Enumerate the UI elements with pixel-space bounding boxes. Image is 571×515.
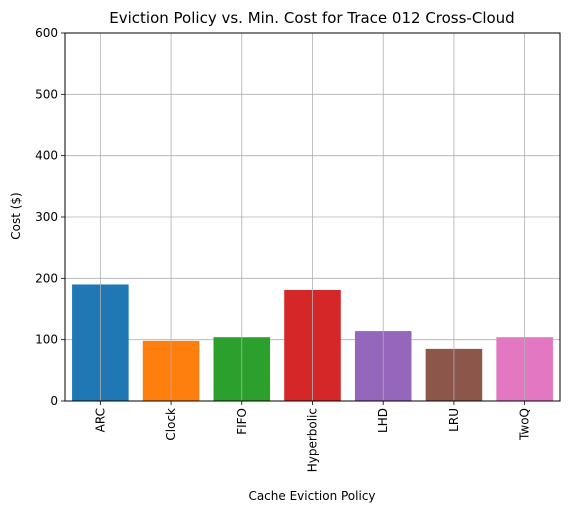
x-tick-label: TwoQ [518, 408, 532, 441]
x-tick-label: LHD [376, 408, 390, 433]
x-tick-label: Clock [164, 408, 178, 441]
x-tick-label: FIFO [235, 408, 249, 435]
grid-vertical [99, 33, 526, 401]
y-tick-label: 500 [35, 87, 58, 101]
chart-title: Eviction Policy vs. Min. Cost for Trace … [109, 9, 514, 27]
y-tick-label: 600 [35, 26, 58, 40]
y-tick-label: 300 [35, 210, 58, 224]
x-axis-ticks: ARC Clock FIFO Hyperbolic LHD LRU TwoQ [93, 401, 532, 472]
y-tick-label: 100 [35, 333, 58, 347]
x-tick-label: ARC [93, 408, 107, 432]
y-tick-label: 200 [35, 271, 58, 285]
x-tick-label: LRU [447, 408, 461, 432]
x-tick-label: Hyperbolic [306, 408, 320, 472]
y-axis-label: Cost ($) [9, 192, 23, 240]
y-axis-ticks: 0 100 200 300 400 500 600 [35, 26, 65, 408]
y-tick-label: 400 [35, 149, 58, 163]
x-axis-label: Cache Eviction Policy [248, 489, 375, 503]
y-tick-label: 0 [50, 394, 58, 408]
